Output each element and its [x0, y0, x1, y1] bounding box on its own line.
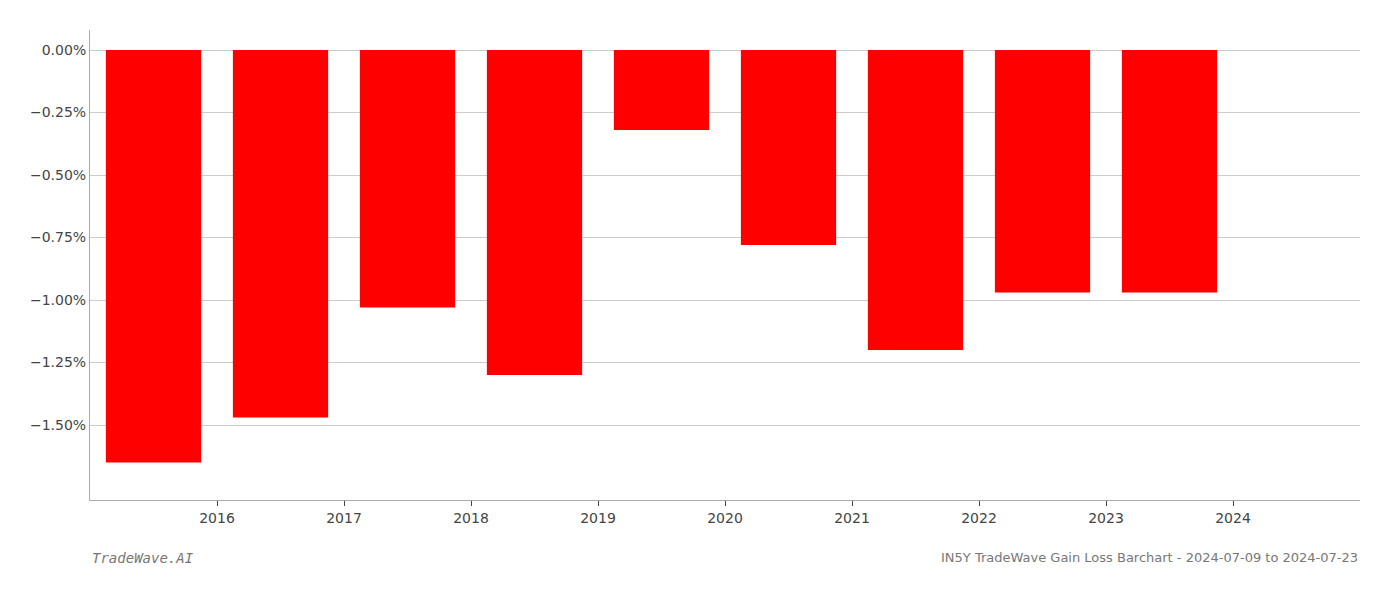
- svg-text:2016: 2016: [199, 510, 235, 526]
- svg-text:−1.00%: −1.00%: [30, 292, 86, 308]
- svg-text:2022: 2022: [961, 510, 997, 526]
- svg-text:2018: 2018: [453, 510, 489, 526]
- svg-text:0.00%: 0.00%: [42, 42, 86, 58]
- svg-text:TradeWave.AI: TradeWave.AI: [92, 550, 194, 566]
- svg-text:2021: 2021: [834, 510, 870, 526]
- svg-text:−1.50%: −1.50%: [30, 417, 86, 433]
- svg-text:2023: 2023: [1088, 510, 1124, 526]
- svg-text:2017: 2017: [326, 510, 362, 526]
- svg-text:−0.25%: −0.25%: [30, 104, 86, 120]
- svg-text:IN5Y TradeWave Gain Loss Barch: IN5Y TradeWave Gain Loss Barchart - 2024…: [941, 550, 1358, 565]
- svg-text:−0.50%: −0.50%: [30, 167, 86, 183]
- svg-text:−0.75%: −0.75%: [30, 229, 86, 245]
- svg-text:2024: 2024: [1215, 510, 1251, 526]
- svg-text:2020: 2020: [707, 510, 743, 526]
- svg-text:2019: 2019: [580, 510, 616, 526]
- svg-text:−1.25%: −1.25%: [30, 354, 86, 370]
